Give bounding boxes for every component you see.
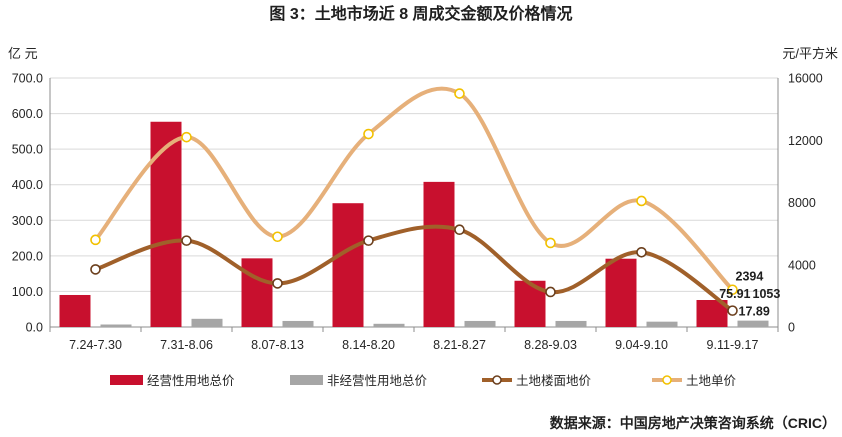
bar-non-operating xyxy=(373,323,405,327)
x-tick-label: 8.28-9.03 xyxy=(524,338,577,352)
lines xyxy=(90,86,738,316)
legend-marker xyxy=(662,375,672,385)
source-note: 数据来源：中国房地产决策咨询系统（CRIC） xyxy=(550,415,836,431)
bar-operating xyxy=(150,121,182,327)
legend-label: 非经营性用地总价 xyxy=(327,374,428,388)
unit-price-marker xyxy=(545,237,556,249)
x-tick-label: 8.07-8.13 xyxy=(251,338,304,352)
x-tick-label: 9.04-9.10 xyxy=(615,338,668,352)
floor-price-marker xyxy=(363,235,374,246)
unit-price-marker xyxy=(454,88,465,99)
y-right-tick-label: 4000 xyxy=(788,258,816,272)
left-axis-unit: 亿 元 xyxy=(8,46,38,61)
y-right-tick-label: 0 xyxy=(788,321,795,335)
x-tick-label: 7.31-8.06 xyxy=(160,338,213,352)
unit-price-marker xyxy=(181,131,192,143)
x-tick-label: 7.24-7.30 xyxy=(69,338,122,352)
data-label: 75.91 xyxy=(719,287,750,301)
floor-price-marker xyxy=(90,264,101,275)
x-tick-label: 9.11-9.17 xyxy=(707,338,759,352)
chart-title: 图 3：土地市场近 8 周成交金额及价格情况 xyxy=(269,4,572,23)
unit-price-line xyxy=(93,86,735,292)
y-right-tick-label: 12000 xyxy=(788,134,823,148)
floor-price-marker xyxy=(727,305,738,316)
bars xyxy=(59,121,769,327)
y-left-tick-label: 200.0 xyxy=(12,249,43,263)
data-label: 2394 xyxy=(736,270,764,284)
legend-swatch xyxy=(110,375,143,385)
floor-price-marker xyxy=(181,235,192,246)
legend-label: 土地楼面地价 xyxy=(516,373,592,388)
y-left-tick-label: 700.0 xyxy=(12,72,43,86)
unit-price-marker xyxy=(272,231,283,243)
bar-non-operating xyxy=(737,320,769,327)
data-labels: 2394 75.91 1053 17.89 xyxy=(719,270,780,319)
unit-price-marker xyxy=(363,128,374,140)
legend-marker xyxy=(492,375,502,385)
unit-price-marker xyxy=(90,234,101,246)
y-left-tick-label: 500.0 xyxy=(12,143,43,157)
y-left-tick-label: 300.0 xyxy=(12,214,43,228)
bar-non-operating xyxy=(646,321,678,327)
unit-price-marker xyxy=(727,284,738,296)
x-tick-label: 8.14-8.20 xyxy=(342,338,395,352)
bar-non-operating xyxy=(282,320,314,327)
floor-price-marker xyxy=(272,278,283,289)
y-left-tick-label: 400.0 xyxy=(12,178,43,192)
bar-operating xyxy=(423,181,455,327)
y-left-tick-label: 100.0 xyxy=(12,285,43,299)
y-left-tick-label: 0.0 xyxy=(26,321,43,335)
legend-label: 经营性用地总价 xyxy=(147,374,235,388)
bar-operating xyxy=(605,258,637,327)
bar-operating xyxy=(332,203,364,327)
y-right-tick-label: 8000 xyxy=(788,196,816,210)
floor-price-marker xyxy=(636,247,647,258)
y-left-tick-label: 600.0 xyxy=(12,107,43,121)
bar-non-operating xyxy=(464,320,496,327)
bar-non-operating xyxy=(100,324,132,327)
legend-swatch xyxy=(290,375,323,385)
bar-operating xyxy=(59,294,91,327)
data-label: 17.89 xyxy=(739,305,770,319)
unit-price-marker xyxy=(636,195,647,207)
bar-non-operating xyxy=(191,318,223,327)
bar-non-operating xyxy=(555,320,587,327)
floor-price-marker xyxy=(454,224,465,236)
floor-price-line xyxy=(93,224,735,313)
data-label: 1053 xyxy=(753,287,781,301)
legend-label: 土地单价 xyxy=(686,374,737,388)
x-tick-label: 8.21-8.27 xyxy=(433,338,486,352)
legend: 经营性用地总价 非经营性用地总价 土地楼面地价 土地单价 xyxy=(110,373,737,388)
bar-operating xyxy=(241,258,273,327)
floor-price-marker xyxy=(545,286,556,298)
y-right-tick-label: 16000 xyxy=(788,72,823,86)
right-axis-unit: 元/平方米 xyxy=(782,46,838,61)
